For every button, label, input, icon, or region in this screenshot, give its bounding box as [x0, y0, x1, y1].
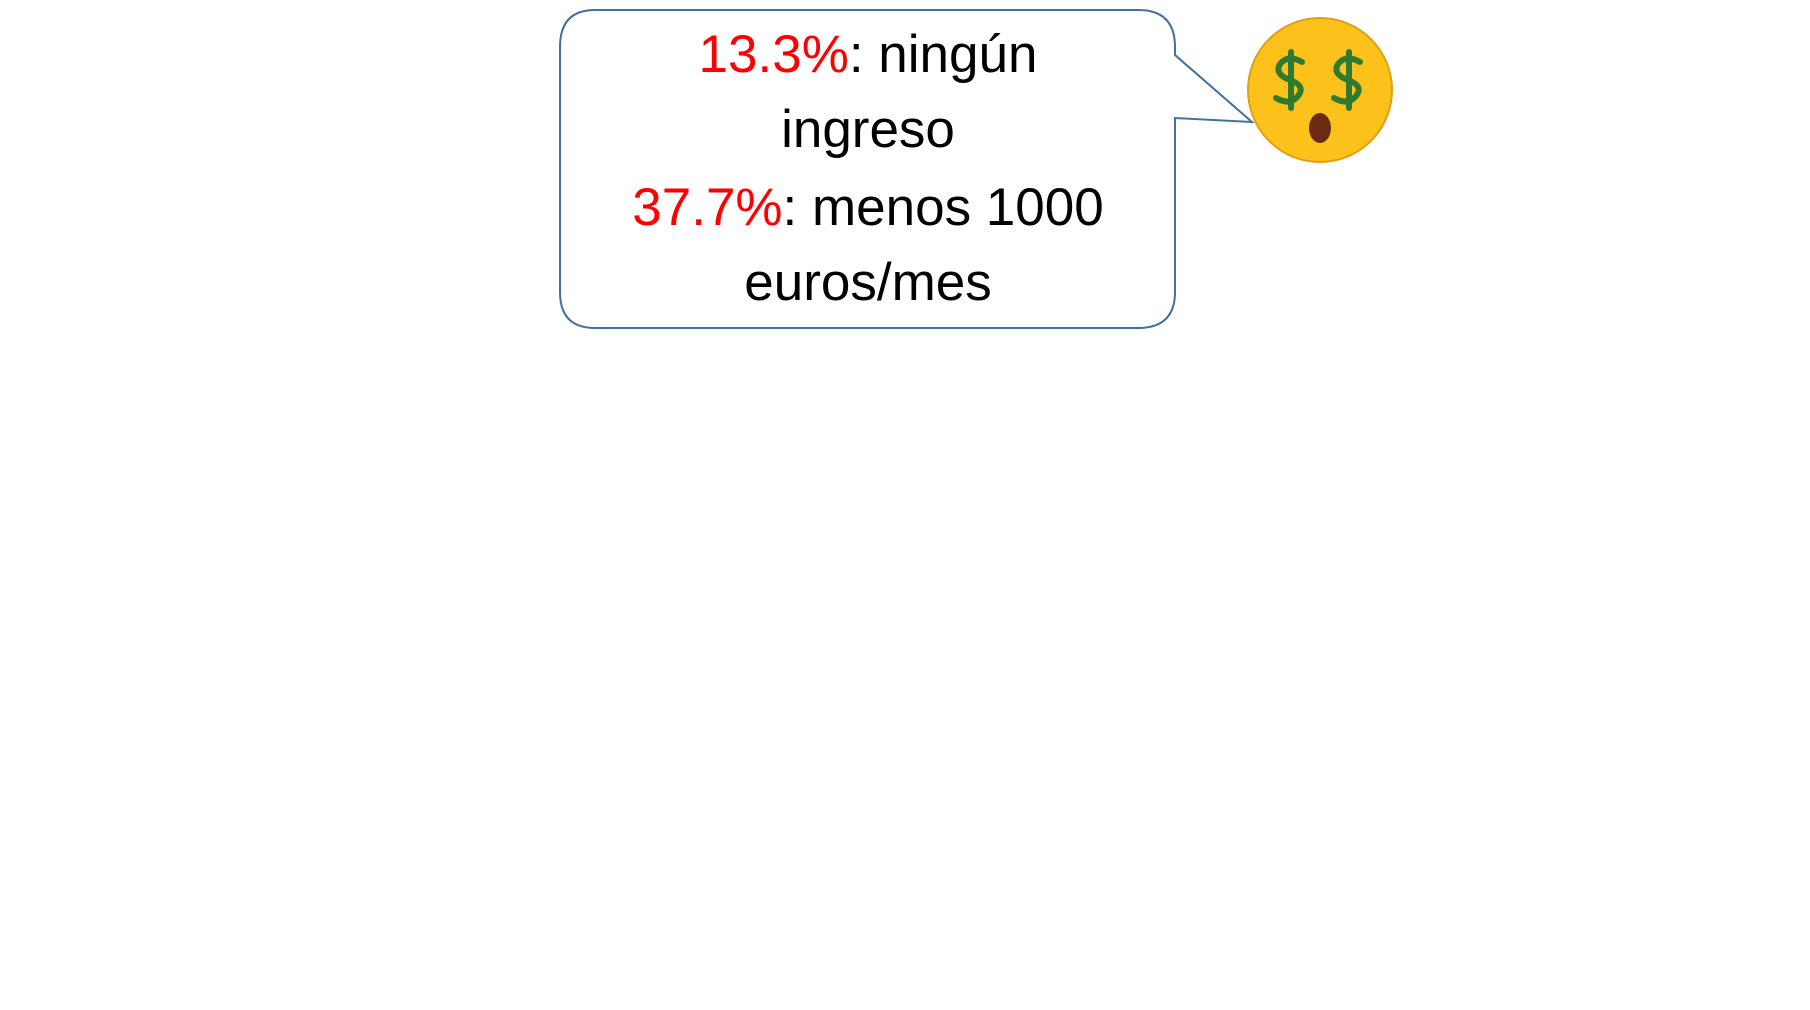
callout-highlight: 37.7%: [632, 178, 782, 237]
callout-bubble: [559, 9, 1255, 329]
callout-line: ingreso: [781, 100, 955, 159]
callout-text: : ningún: [849, 25, 1038, 84]
callout-line: 37.7%: menos 1000: [632, 178, 1103, 237]
emoji: [1247, 17, 1393, 163]
callout: 13.3%: ningún ingreso 37.7%: menos 1000 …: [559, 9, 1255, 329]
callout-text: : menos 1000: [783, 178, 1104, 237]
callout-highlight: 13.3%: [699, 25, 849, 84]
callout-line: euros/mes: [744, 253, 991, 312]
callout-line: 13.3%: ningún: [699, 25, 1038, 84]
